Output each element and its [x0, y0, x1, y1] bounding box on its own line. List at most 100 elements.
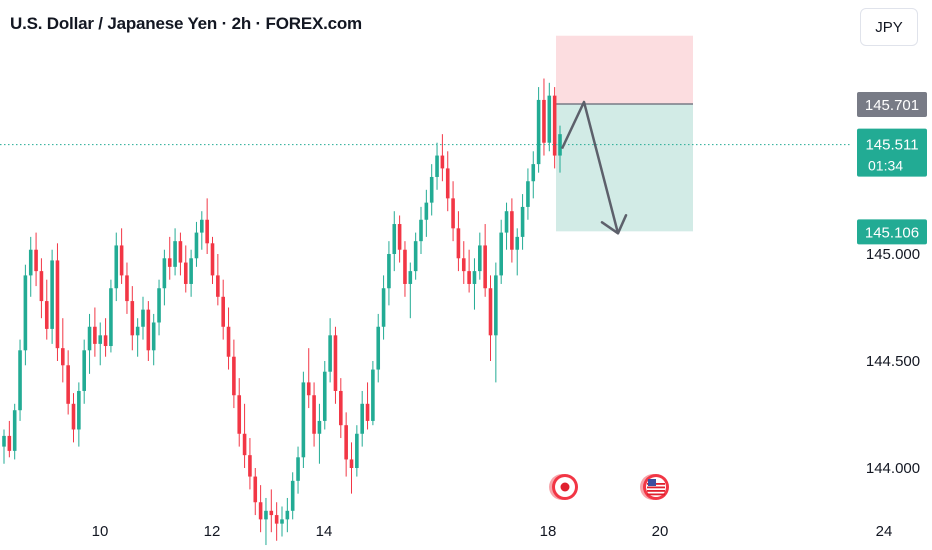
- candle-body: [339, 390, 343, 426]
- candle-body: [173, 241, 177, 267]
- candle-body: [200, 219, 204, 233]
- candle-body: [242, 433, 247, 456]
- candle: [504, 202, 509, 250]
- chart-title: U.S. Dollar / Japanese Yen · 2h · FOREX.…: [10, 14, 362, 33]
- candle: [12, 403, 17, 460]
- candle-body: [408, 271, 413, 284]
- x-tick-label: 18: [540, 523, 557, 540]
- candle: [109, 279, 113, 353]
- candle-body: [301, 382, 306, 458]
- candle: [248, 438, 252, 490]
- candle: [237, 378, 242, 447]
- candle: [526, 168, 530, 220]
- candle-body: [125, 275, 129, 302]
- candle-body: [55, 260, 60, 349]
- candle: [264, 497, 268, 546]
- candle-body: [333, 335, 338, 391]
- candle-body: [483, 245, 487, 289]
- candle-body: [82, 350, 86, 391]
- candle-body: [419, 219, 423, 242]
- candle-body: [183, 262, 188, 284]
- candle-body: [146, 309, 151, 351]
- candle: [429, 164, 434, 216]
- candle: [440, 134, 445, 182]
- candle-body: [253, 476, 258, 503]
- candle: [189, 249, 193, 297]
- candle: [28, 236, 33, 297]
- candle-body: [44, 301, 49, 329]
- candle: [82, 339, 86, 404]
- candle-body: [371, 369, 375, 421]
- candle-body: [403, 249, 407, 284]
- candle: [520, 194, 525, 250]
- candle-body: [322, 371, 327, 421]
- candle-body: [61, 348, 65, 366]
- candle-body: [510, 211, 514, 250]
- candle-body: [194, 232, 199, 259]
- candle-body: [499, 232, 503, 276]
- currency-button[interactable]: JPY: [860, 8, 918, 46]
- candle: [387, 241, 391, 306]
- candle: [71, 393, 76, 443]
- candle-body: [71, 403, 76, 430]
- candle: [515, 228, 520, 276]
- candle: [2, 429, 6, 464]
- candle: [119, 228, 124, 284]
- candle-body: [547, 95, 552, 143]
- candle-body: [355, 433, 359, 468]
- candle: [333, 326, 338, 404]
- entry-price-tag: [857, 91, 927, 117]
- x-tick-label: 24: [876, 523, 893, 540]
- candle: [194, 221, 199, 267]
- candle-body: [472, 271, 477, 284]
- usa-flag-icon[interactable]: [640, 474, 669, 500]
- candle: [210, 236, 215, 284]
- candle-body: [456, 228, 461, 259]
- candle-body: [210, 243, 215, 276]
- candle: [103, 318, 108, 357]
- take-profit-zone[interactable]: [556, 103, 693, 232]
- usa-stripe: [647, 493, 665, 496]
- candle-body: [280, 519, 284, 524]
- candle-body: [157, 288, 161, 323]
- candle: [280, 506, 284, 537]
- candle: [317, 403, 322, 464]
- candle-body: [12, 410, 17, 451]
- y-tick-label: 145.000: [866, 246, 920, 263]
- candle-body: [542, 99, 546, 143]
- stop-loss-zone[interactable]: [556, 35, 693, 104]
- candle-body: [103, 335, 108, 347]
- candle: [77, 382, 81, 447]
- usa-stripe: [647, 486, 665, 489]
- candle-body: [130, 301, 135, 336]
- candle: [200, 211, 204, 250]
- candle: [301, 371, 306, 468]
- candle: [499, 219, 503, 284]
- candle-body: [216, 275, 220, 297]
- candle-body: [424, 202, 429, 220]
- x-tick-label: 10: [92, 523, 109, 540]
- candle-body: [226, 326, 231, 357]
- candle: [253, 468, 258, 516]
- arrow-head: [600, 214, 628, 235]
- candle-body: [50, 260, 54, 329]
- candle: [162, 249, 167, 306]
- candle: [542, 78, 546, 156]
- japan-flag-icon[interactable]: [549, 474, 578, 500]
- candle-body: [344, 425, 348, 460]
- candle: [269, 489, 274, 533]
- candle: [392, 211, 397, 272]
- candle: [435, 142, 439, 190]
- candle-body: [39, 271, 44, 302]
- candle-body: [258, 502, 263, 520]
- projection-arrow[interactable]: [560, 100, 620, 234]
- candle-body: [328, 335, 332, 372]
- candle-body: [2, 435, 6, 447]
- candle: [221, 279, 225, 340]
- candle-body: [536, 99, 541, 165]
- candle-body: [274, 515, 279, 524]
- candle: [61, 318, 65, 383]
- candle-body: [167, 258, 172, 267]
